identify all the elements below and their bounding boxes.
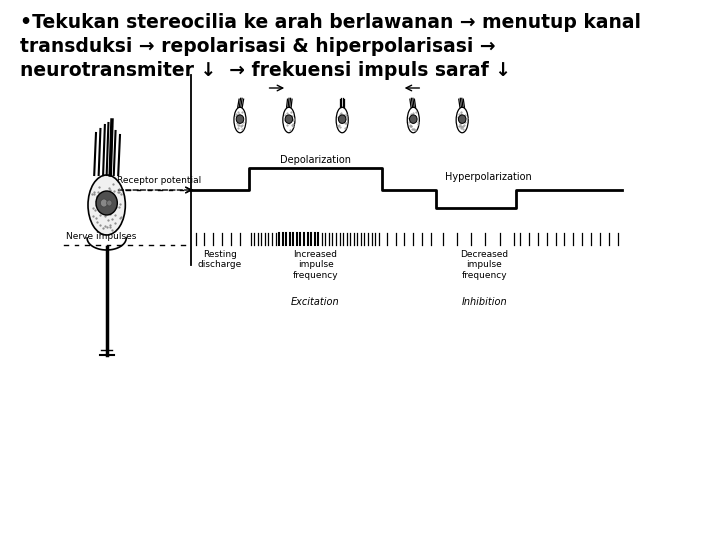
Text: Decreased
impulse
frequency: Decreased impulse frequency xyxy=(460,250,508,280)
Ellipse shape xyxy=(336,107,348,133)
Text: Inhibition: Inhibition xyxy=(462,297,507,307)
Text: Excitation: Excitation xyxy=(291,297,340,307)
Circle shape xyxy=(459,115,466,124)
Text: Receptor potential: Receptor potential xyxy=(117,176,202,185)
Circle shape xyxy=(338,115,346,124)
Text: Hyperpolarization: Hyperpolarization xyxy=(446,172,532,182)
Ellipse shape xyxy=(283,107,295,133)
Text: Nerve impulses: Nerve impulses xyxy=(66,232,136,241)
Ellipse shape xyxy=(88,175,125,235)
Circle shape xyxy=(96,191,117,215)
Text: Increased
impulse
frequency: Increased impulse frequency xyxy=(293,250,338,280)
Circle shape xyxy=(410,115,417,124)
Circle shape xyxy=(285,115,292,124)
Ellipse shape xyxy=(456,107,468,133)
Circle shape xyxy=(107,200,112,206)
Text: transduksi → repolarisasi & hiperpolarisasi →: transduksi → repolarisasi & hiperpolaris… xyxy=(19,37,495,56)
Ellipse shape xyxy=(408,107,419,133)
Circle shape xyxy=(100,199,107,207)
Circle shape xyxy=(236,115,244,124)
Text: •Tekukan stereocilia ke arah berlawanan → menutup kanal: •Tekukan stereocilia ke arah berlawanan … xyxy=(19,13,641,32)
Ellipse shape xyxy=(234,107,246,133)
Text: Resting
discharge: Resting discharge xyxy=(198,250,242,269)
Text: Depolarization: Depolarization xyxy=(280,155,351,165)
Text: neurotransmiter ↓  → frekuensi impuls saraf ↓: neurotransmiter ↓ → frekuensi impuls sar… xyxy=(19,61,510,80)
